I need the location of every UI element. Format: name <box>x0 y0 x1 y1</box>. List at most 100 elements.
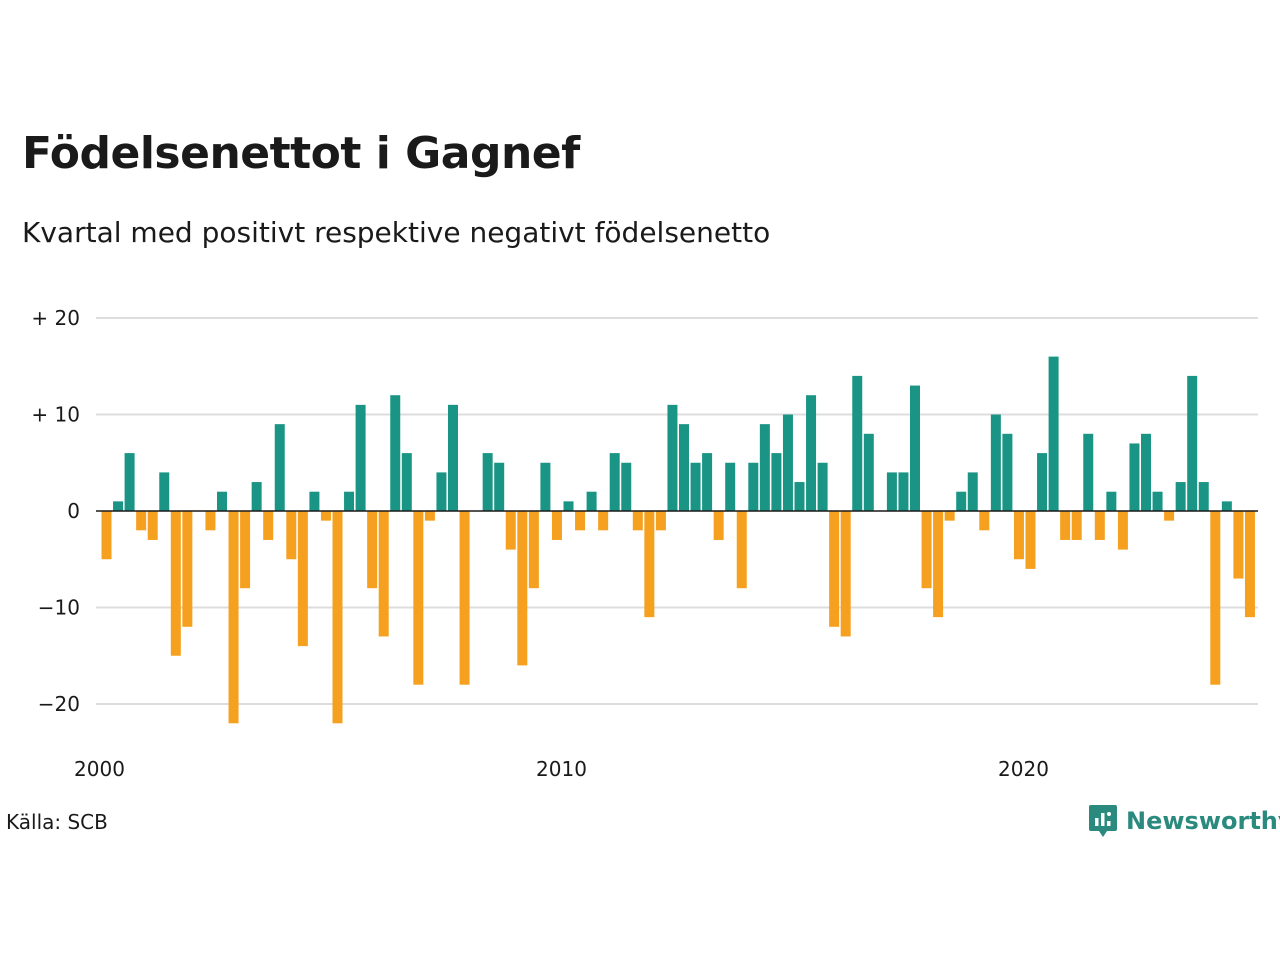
bar-positive <box>401 453 412 511</box>
bar-positive <box>771 453 782 511</box>
bar-positive <box>217 491 227 511</box>
bar-negative <box>505 511 516 550</box>
bar-positive <box>1175 482 1186 511</box>
bar-positive <box>274 424 285 511</box>
bar-negative <box>1210 511 1221 685</box>
bar-positive <box>910 385 920 511</box>
bar-negative <box>147 511 158 540</box>
bar-positive <box>898 472 909 511</box>
bar-positive <box>436 472 447 511</box>
bar-negative <box>598 511 609 531</box>
bar-negative <box>944 511 955 521</box>
bar-positive <box>1129 443 1140 511</box>
bar-positive <box>1152 491 1163 511</box>
bar-negative <box>1233 511 1244 579</box>
bar-negative <box>297 511 308 647</box>
brand-logo: Newsworthy <box>1088 804 1280 838</box>
bar-negative <box>1244 511 1255 618</box>
bar-negative <box>1013 511 1024 560</box>
bar-negative <box>101 511 112 560</box>
bar-positive <box>1037 453 1048 511</box>
bar-positive <box>124 453 135 511</box>
bar-positive <box>563 501 574 511</box>
bar-positive <box>1083 433 1094 511</box>
bar-positive <box>886 472 897 511</box>
bar-positive <box>990 414 1001 511</box>
bar-negative <box>921 511 932 589</box>
bar-negative <box>528 511 539 589</box>
bar-negative <box>413 511 424 685</box>
bar-negative <box>182 511 193 627</box>
bar-negative <box>1025 511 1036 569</box>
bar-positive <box>251 482 262 511</box>
x-tick-label: 2000 <box>74 757 125 781</box>
y-tick-label: −10 <box>38 596 80 620</box>
bar-negative <box>263 511 274 540</box>
bars <box>101 356 1255 724</box>
brand-name: Newsworthy <box>1126 807 1280 835</box>
bar-positive <box>355 404 366 511</box>
bar-negative <box>228 511 239 724</box>
bar-positive <box>725 462 736 511</box>
bar-positive <box>159 472 170 511</box>
bar-negative <box>1117 511 1128 550</box>
bar-positive <box>782 414 793 511</box>
y-tick-label: −20 <box>38 692 80 716</box>
bar-negative <box>1164 511 1175 521</box>
y-tick-label: 0 <box>67 499 80 523</box>
bar-positive <box>1198 482 1209 511</box>
bar-negative <box>332 511 343 724</box>
bar-positive <box>759 424 770 511</box>
bar-positive <box>690 462 701 511</box>
bar-negative <box>713 511 724 540</box>
source-note: Källa: SCB <box>6 810 108 834</box>
bar-negative <box>829 511 840 627</box>
bar-negative <box>517 511 528 666</box>
bar-positive <box>1106 491 1117 511</box>
bar-positive <box>667 404 678 511</box>
y-tick-label: + 20 <box>31 306 80 330</box>
bar-negative <box>205 511 216 531</box>
bar-negative <box>136 511 147 531</box>
bar-positive <box>1221 501 1232 511</box>
y-tick-label: + 10 <box>31 403 80 427</box>
bar-negative <box>551 511 562 540</box>
bar-positive <box>956 491 967 511</box>
bar-positive <box>806 395 817 511</box>
bar-negative <box>320 511 331 521</box>
bar-negative <box>424 511 435 521</box>
bar-positive <box>113 501 124 511</box>
bar-positive <box>679 424 689 511</box>
bar-negative <box>240 511 251 589</box>
bar-positive <box>1002 433 1013 511</box>
chart-subtitle: Kvartal med positivt respektive negativt… <box>22 216 771 249</box>
bar-positive <box>702 453 713 511</box>
bar-negative <box>979 511 990 531</box>
bar-positive <box>344 491 355 511</box>
bar-positive <box>817 462 828 511</box>
newsworthy-icon <box>1089 805 1117 837</box>
bar-negative <box>459 511 470 685</box>
bar-positive <box>448 404 458 511</box>
bar-positive <box>482 453 493 511</box>
bar-positive <box>494 462 505 511</box>
bar-positive <box>609 453 620 511</box>
chart-title: Födelsenettot i Gagnef <box>22 128 580 179</box>
bar-negative <box>367 511 378 589</box>
grid-lines <box>96 317 1258 705</box>
bar-negative <box>1071 511 1082 540</box>
bar-positive <box>390 395 401 511</box>
bar-negative <box>655 511 666 531</box>
bar-negative <box>933 511 944 618</box>
bar-positive <box>967 472 978 511</box>
bar-negative <box>170 511 181 656</box>
bar-negative <box>736 511 747 589</box>
bar-positive <box>852 375 863 511</box>
bar-negative <box>840 511 851 637</box>
bar-positive <box>794 482 805 511</box>
y-axis-ticks: + 20 + 10 0 −10 −20 <box>31 306 80 716</box>
bar-negative <box>644 511 655 618</box>
bar-negative <box>286 511 297 560</box>
bar-negative <box>632 511 643 531</box>
bar-positive <box>309 491 320 511</box>
